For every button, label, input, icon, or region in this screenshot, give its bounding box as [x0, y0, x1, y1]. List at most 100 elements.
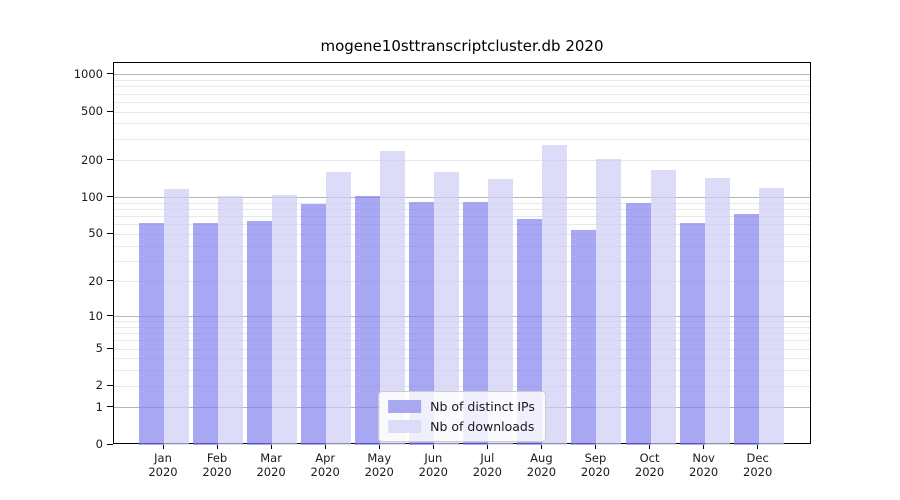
legend-label-distinct-ips: Nb of distinct IPs: [430, 399, 535, 414]
gridline-minor: [114, 333, 810, 335]
gridline-minor: [114, 370, 810, 372]
bar-downloads-dec: [758, 188, 784, 445]
bar-downloads-oct: [650, 170, 676, 445]
gridline-major: [114, 316, 810, 318]
gridline-major: [114, 197, 810, 199]
bar-downloads-nov: [704, 178, 730, 445]
x-tick-mark: [540, 445, 542, 449]
x-tick-label: Feb 2020: [202, 451, 232, 479]
y-tick-label: 50: [88, 226, 103, 241]
legend-swatch-distinct-ips: [388, 400, 422, 413]
y-tick-mark: [107, 315, 113, 317]
gridline-minor: [114, 138, 810, 140]
gridline-minor: [114, 358, 810, 360]
gridline-minor: [114, 385, 810, 387]
legend-item-distinct-ips: Nb of distinct IPs: [388, 399, 535, 414]
x-tick-label: Apr 2020: [310, 451, 340, 479]
x-tick-label: Aug 2020: [526, 451, 557, 479]
gridline-minor: [114, 111, 810, 113]
x-tick-label: Dec 2020: [743, 451, 773, 479]
plot-area: [113, 62, 811, 445]
x-tick-label: Oct 2020: [634, 451, 665, 479]
x-tick-mark: [378, 445, 380, 449]
gridline-minor: [114, 202, 810, 204]
gridline-minor: [114, 160, 810, 162]
chart-title: mogene10sttranscriptcluster.db 2020: [320, 37, 604, 55]
x-tick-mark: [703, 445, 705, 449]
bar-downloads-feb: [218, 196, 244, 445]
legend-swatch-downloads: [388, 420, 422, 433]
gridline-minor: [114, 326, 810, 328]
gridline-minor: [114, 93, 810, 95]
gridline-minor: [114, 216, 810, 218]
gridline-minor: [114, 101, 810, 103]
bar-distinct-ips-mar: [247, 221, 273, 445]
y-tick-label: 10: [88, 308, 103, 323]
y-tick-mark: [107, 232, 113, 234]
y-tick-mark: [107, 159, 113, 161]
bar-downloads-sep: [596, 158, 622, 445]
gridline-minor: [114, 209, 810, 211]
bar-distinct-ips-nov: [679, 223, 705, 445]
bar-distinct-ips-sep: [571, 230, 597, 445]
y-tick-label: 500: [81, 104, 103, 119]
y-tick-mark: [107, 110, 113, 112]
bar-downloads-jan: [164, 189, 189, 445]
gridline-minor: [114, 224, 810, 226]
y-tick-label: 0: [95, 437, 103, 451]
gridline-minor: [114, 123, 810, 125]
gridline-minor: [114, 245, 810, 247]
x-tick-label: Jun 2020: [418, 451, 448, 479]
y-tick-label: 100: [81, 189, 103, 204]
y-tick-label: 1000: [73, 66, 103, 81]
x-tick-label: Sep 2020: [580, 451, 611, 479]
y-tick-mark: [107, 73, 113, 75]
gridline-minor: [114, 321, 810, 323]
y-tick-mark: [107, 384, 113, 386]
bar-distinct-ips-jan: [139, 223, 164, 445]
x-tick-label: Mar 2020: [256, 451, 286, 479]
y-tick-label: 20: [88, 273, 103, 288]
bar-distinct-ips-oct: [625, 203, 651, 445]
x-tick-mark: [649, 445, 651, 449]
legend: Nb of distinct IPs Nb of downloads: [378, 391, 546, 442]
gridline-minor: [114, 340, 810, 342]
gridline-minor: [114, 281, 810, 283]
bar-distinct-ips-feb: [193, 223, 219, 445]
y-tick-label: 200: [81, 152, 103, 167]
gridline-minor: [114, 86, 810, 88]
x-tick-mark: [324, 445, 326, 449]
gridline-major: [114, 74, 810, 76]
x-tick-mark: [270, 445, 272, 449]
y-tick-label: 1: [95, 399, 103, 414]
gridline-minor: [114, 260, 810, 262]
x-tick-label: Jul 2020: [472, 451, 502, 479]
legend-item-downloads: Nb of downloads: [388, 419, 535, 434]
x-tick-label: Nov 2020: [688, 451, 719, 479]
x-tick-mark: [216, 445, 218, 449]
legend-label-downloads: Nb of downloads: [430, 419, 535, 434]
bar-downloads-apr: [326, 172, 352, 445]
y-tick-mark: [107, 443, 113, 445]
y-tick-mark: [107, 280, 113, 282]
x-tick-mark: [162, 445, 164, 449]
gridline-minor: [114, 80, 810, 82]
bar-distinct-ips-apr: [301, 203, 327, 445]
bar-downloads-aug: [542, 145, 568, 445]
x-tick-mark: [757, 445, 759, 449]
x-tick-mark: [432, 445, 434, 449]
x-tick-label: May 2020: [364, 451, 394, 479]
y-tick-label: 5: [95, 341, 103, 356]
y-tick-mark: [107, 347, 113, 349]
x-tick-label: Jan 2020: [148, 451, 178, 479]
gridline-minor: [114, 348, 810, 350]
x-tick-mark: [594, 445, 596, 449]
gridline-minor: [114, 233, 810, 235]
x-tick-mark: [486, 445, 488, 449]
y-tick-mark: [107, 196, 113, 198]
y-tick-mark: [107, 406, 113, 408]
bar-distinct-ips-dec: [733, 214, 759, 445]
bar-distinct-ips-may: [355, 196, 381, 445]
bar-downloads-mar: [272, 194, 298, 445]
